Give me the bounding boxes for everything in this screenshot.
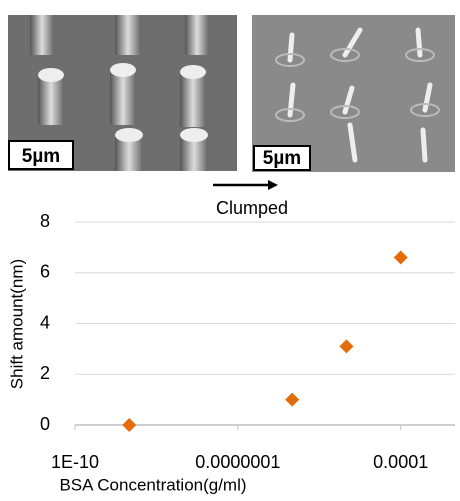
sem-image-straight: 5µm bbox=[8, 15, 237, 171]
point bbox=[122, 418, 136, 432]
scale-label: 5µm bbox=[22, 146, 60, 167]
point bbox=[285, 393, 299, 407]
arrow-label: Clumped bbox=[216, 198, 288, 218]
arrow bbox=[213, 180, 278, 190]
x-tick-label: 1E-10 bbox=[51, 452, 99, 472]
y-axis-title: Shift amount(nm) bbox=[7, 259, 26, 389]
point bbox=[339, 339, 353, 353]
y-tick-label: 0 bbox=[40, 414, 50, 434]
y-tick-label: 8 bbox=[40, 211, 50, 231]
scale-label: 5µm bbox=[263, 148, 301, 169]
point bbox=[394, 251, 408, 265]
x-tick-label: 0.0001 bbox=[373, 452, 428, 472]
y-tick-label: 2 bbox=[40, 363, 50, 383]
x-axis-title: BSA Concentration(g/ml) bbox=[59, 475, 246, 494]
y-tick-label: 6 bbox=[40, 262, 50, 282]
figure: 5µm 5µm Clumped BSA Concentration(g/ml) … bbox=[0, 0, 460, 496]
x-tick-label: 0.0000001 bbox=[195, 452, 280, 472]
y-tick-label: 4 bbox=[40, 312, 50, 332]
sem-image-clumped: 5µm bbox=[252, 15, 455, 172]
